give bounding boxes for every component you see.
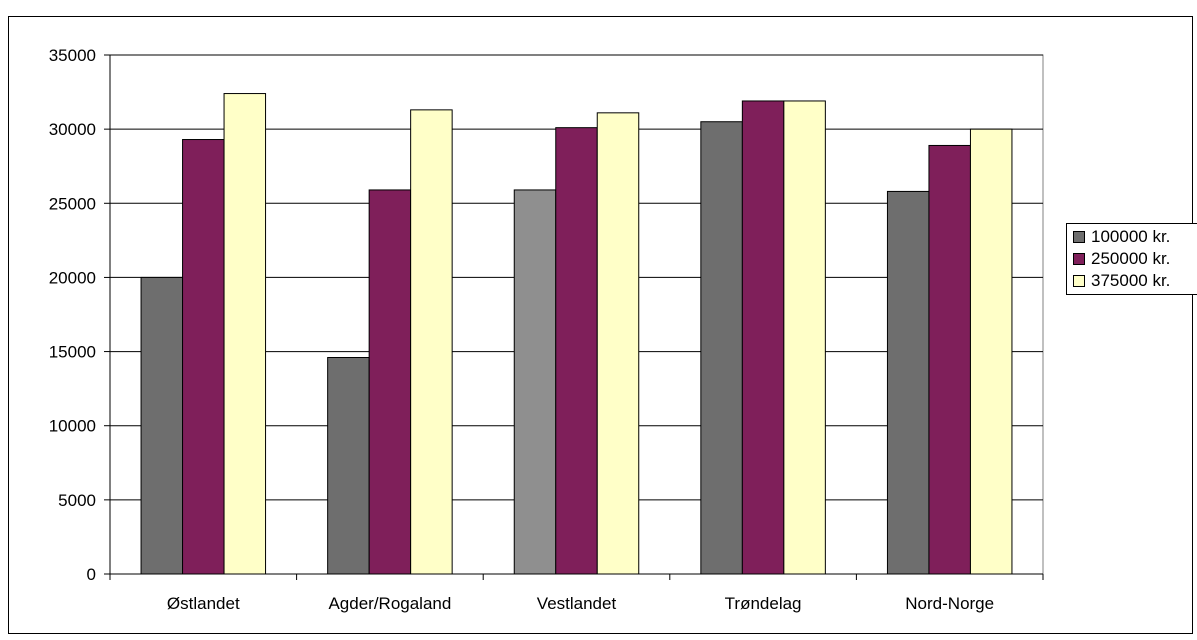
legend-label: 250000 kr. bbox=[1091, 249, 1171, 268]
legend-swatch bbox=[1073, 253, 1085, 265]
y-tick-label: 0 bbox=[87, 565, 96, 584]
bar bbox=[596, 112, 640, 575]
y-tick-label: 10000 bbox=[49, 417, 96, 436]
bar bbox=[700, 121, 743, 575]
bars bbox=[140, 93, 1013, 575]
legend-item: 100000 kr. bbox=[1073, 227, 1170, 247]
bar bbox=[969, 128, 1013, 575]
bar bbox=[555, 127, 598, 575]
x-tick-label: Nord-Norge bbox=[905, 594, 994, 613]
legend: 100000 kr. 250000 kr. 375000 kr. bbox=[1066, 223, 1197, 295]
bar bbox=[741, 100, 785, 575]
legend-swatch bbox=[1073, 231, 1085, 243]
legend-item: 250000 kr. bbox=[1073, 249, 1170, 269]
legend-item: 375000 kr. bbox=[1073, 271, 1170, 291]
y-tick-label: 15000 bbox=[49, 343, 96, 362]
chart-frame bbox=[8, 16, 1193, 634]
tick-labels: 0 5000 10000 15000 20000 25000 30000 35000 Østla… bbox=[49, 46, 994, 613]
bar bbox=[513, 189, 557, 575]
y-tick-label: 5000 bbox=[58, 491, 96, 510]
bar bbox=[886, 190, 930, 575]
x-tick-label: Agder/Rogaland bbox=[328, 594, 451, 613]
bar bbox=[140, 276, 184, 575]
legend-swatch bbox=[1073, 275, 1085, 287]
x-tick-label: Trøndelag bbox=[725, 594, 802, 613]
y-tick-label: 20000 bbox=[49, 268, 96, 287]
bar bbox=[410, 109, 453, 575]
legend-label: 375000 kr. bbox=[1091, 271, 1171, 290]
bar bbox=[182, 139, 225, 575]
bar bbox=[368, 189, 412, 575]
y-tick-label: 25000 bbox=[49, 194, 96, 213]
legend-label: 100000 kr. bbox=[1091, 227, 1171, 246]
y-tick-label: 30000 bbox=[49, 120, 96, 139]
bar bbox=[223, 93, 267, 575]
y-tick-label: 35000 bbox=[49, 46, 96, 65]
x-tick-label: Vestlandet bbox=[537, 594, 617, 613]
axes bbox=[104, 54, 1044, 580]
x-tick-label: Østlandet bbox=[167, 594, 240, 613]
bar bbox=[783, 100, 826, 575]
bar bbox=[327, 357, 370, 575]
bar bbox=[928, 144, 971, 575]
